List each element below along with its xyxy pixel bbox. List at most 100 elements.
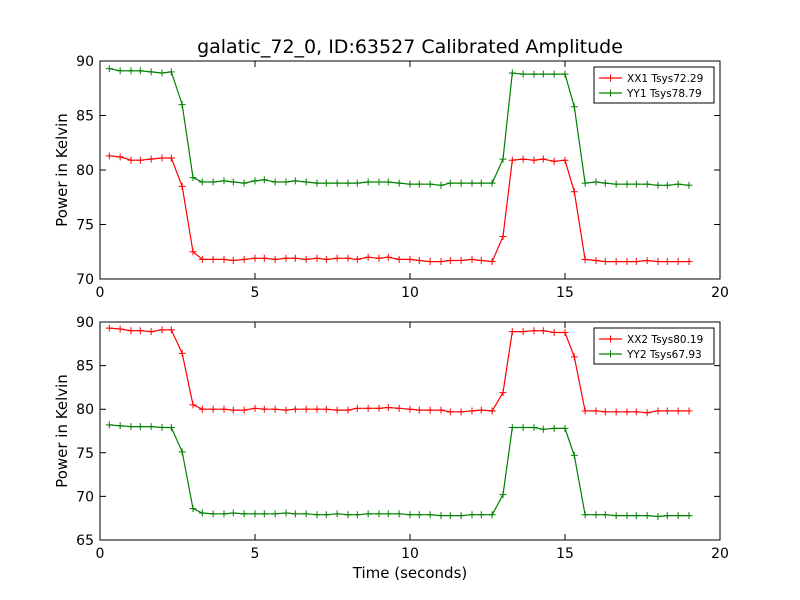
data-point: [291, 405, 299, 413]
data-point: [581, 407, 589, 415]
data-point: [344, 511, 352, 519]
data-point: [550, 70, 558, 78]
data-point: [539, 70, 547, 78]
data-point: [426, 406, 434, 414]
data-point: [353, 255, 361, 263]
y-tick-label: 90: [76, 54, 94, 70]
data-point: [457, 256, 465, 264]
data-point: [437, 181, 445, 189]
data-point: [643, 409, 651, 417]
data-point: [508, 424, 516, 432]
data-point: [189, 174, 197, 182]
data-point: [415, 406, 423, 414]
data-point: [530, 156, 538, 164]
data-point: [570, 103, 578, 111]
legend-label: YY2 Tsys67.93: [626, 349, 702, 361]
data-point: [550, 424, 558, 432]
x-tick-label: 20: [711, 546, 729, 562]
data-point: [654, 181, 662, 189]
data-point: [508, 328, 516, 336]
data-point: [406, 405, 414, 413]
data-point: [685, 512, 693, 520]
data-point: [395, 255, 403, 263]
x-tick-label: 10: [401, 285, 419, 301]
data-point: [282, 509, 290, 517]
data-point: [415, 511, 423, 519]
data-point: [654, 407, 662, 415]
data-point: [488, 258, 496, 266]
data-point: [105, 421, 113, 429]
data-point: [384, 253, 392, 261]
data-point: [127, 327, 135, 335]
data-point: [136, 67, 144, 75]
legend: XX1 Tsys72.29 YY1 Tsys78.79: [593, 66, 715, 104]
data-point: [499, 389, 507, 397]
data-point: [158, 69, 166, 77]
data-point: [375, 178, 383, 186]
data-point: [220, 177, 228, 185]
data-point: [240, 255, 248, 263]
data-point: [592, 178, 600, 186]
data-point: [105, 152, 113, 160]
data-point: [344, 179, 352, 187]
data-point: [426, 511, 434, 519]
data-point: [488, 511, 496, 519]
data-point: [251, 404, 259, 412]
data-point: [220, 510, 228, 518]
y-tick-label: 85: [76, 359, 94, 375]
data-point: [209, 255, 217, 263]
data-point: [561, 70, 569, 78]
data-point: [189, 505, 197, 513]
x-tick-label: 15: [556, 546, 574, 562]
data-point: [570, 353, 578, 361]
data-point: [127, 67, 135, 75]
data-point: [612, 258, 620, 266]
data-point: [209, 178, 217, 186]
data-point: [488, 407, 496, 415]
data-point: [561, 328, 569, 336]
data-point: [643, 256, 651, 264]
y-tick-label: 70: [76, 489, 94, 505]
data-point: [333, 510, 341, 518]
data-point: [581, 511, 589, 519]
data-point: [550, 328, 558, 336]
data-point: [364, 510, 372, 518]
x-tick-label: 0: [96, 546, 105, 562]
series-line-1-1: [109, 155, 689, 263]
data-point: [229, 509, 237, 517]
x-tick-label: 10: [401, 546, 419, 562]
data-point: [685, 407, 693, 415]
data-point: [570, 188, 578, 196]
data-point: [561, 156, 569, 164]
data-point: [333, 179, 341, 187]
data-point: [530, 327, 538, 335]
data-point: [178, 349, 186, 357]
x-tick-label: 5: [251, 546, 260, 562]
data-point: [375, 254, 383, 262]
data-point: [282, 254, 290, 262]
data-point: [623, 408, 631, 416]
legend: XX2 Tsys80.19 YY2 Tsys67.93: [593, 327, 715, 365]
data-point: [384, 178, 392, 186]
data-point: [519, 424, 527, 432]
data-point: [127, 156, 135, 164]
data-point: [116, 325, 124, 333]
y-axis-label: Power in Kelvin: [53, 374, 71, 488]
data-point: [426, 180, 434, 188]
x-tick-label: 5: [251, 285, 260, 301]
data-point: [116, 153, 124, 161]
data-point: [313, 179, 321, 187]
data-point: [468, 179, 476, 187]
y-tick-label: 80: [76, 402, 94, 418]
data-point: [468, 407, 476, 415]
data-point: [499, 491, 507, 499]
data-point: [415, 180, 423, 188]
data-point: [601, 179, 609, 187]
data-point: [260, 510, 268, 518]
data-point: [570, 451, 578, 459]
data-point: [251, 510, 259, 518]
data-point: [364, 178, 372, 186]
data-point: [260, 254, 268, 262]
y-tick-label: 80: [76, 163, 94, 179]
data-point: [167, 68, 175, 76]
